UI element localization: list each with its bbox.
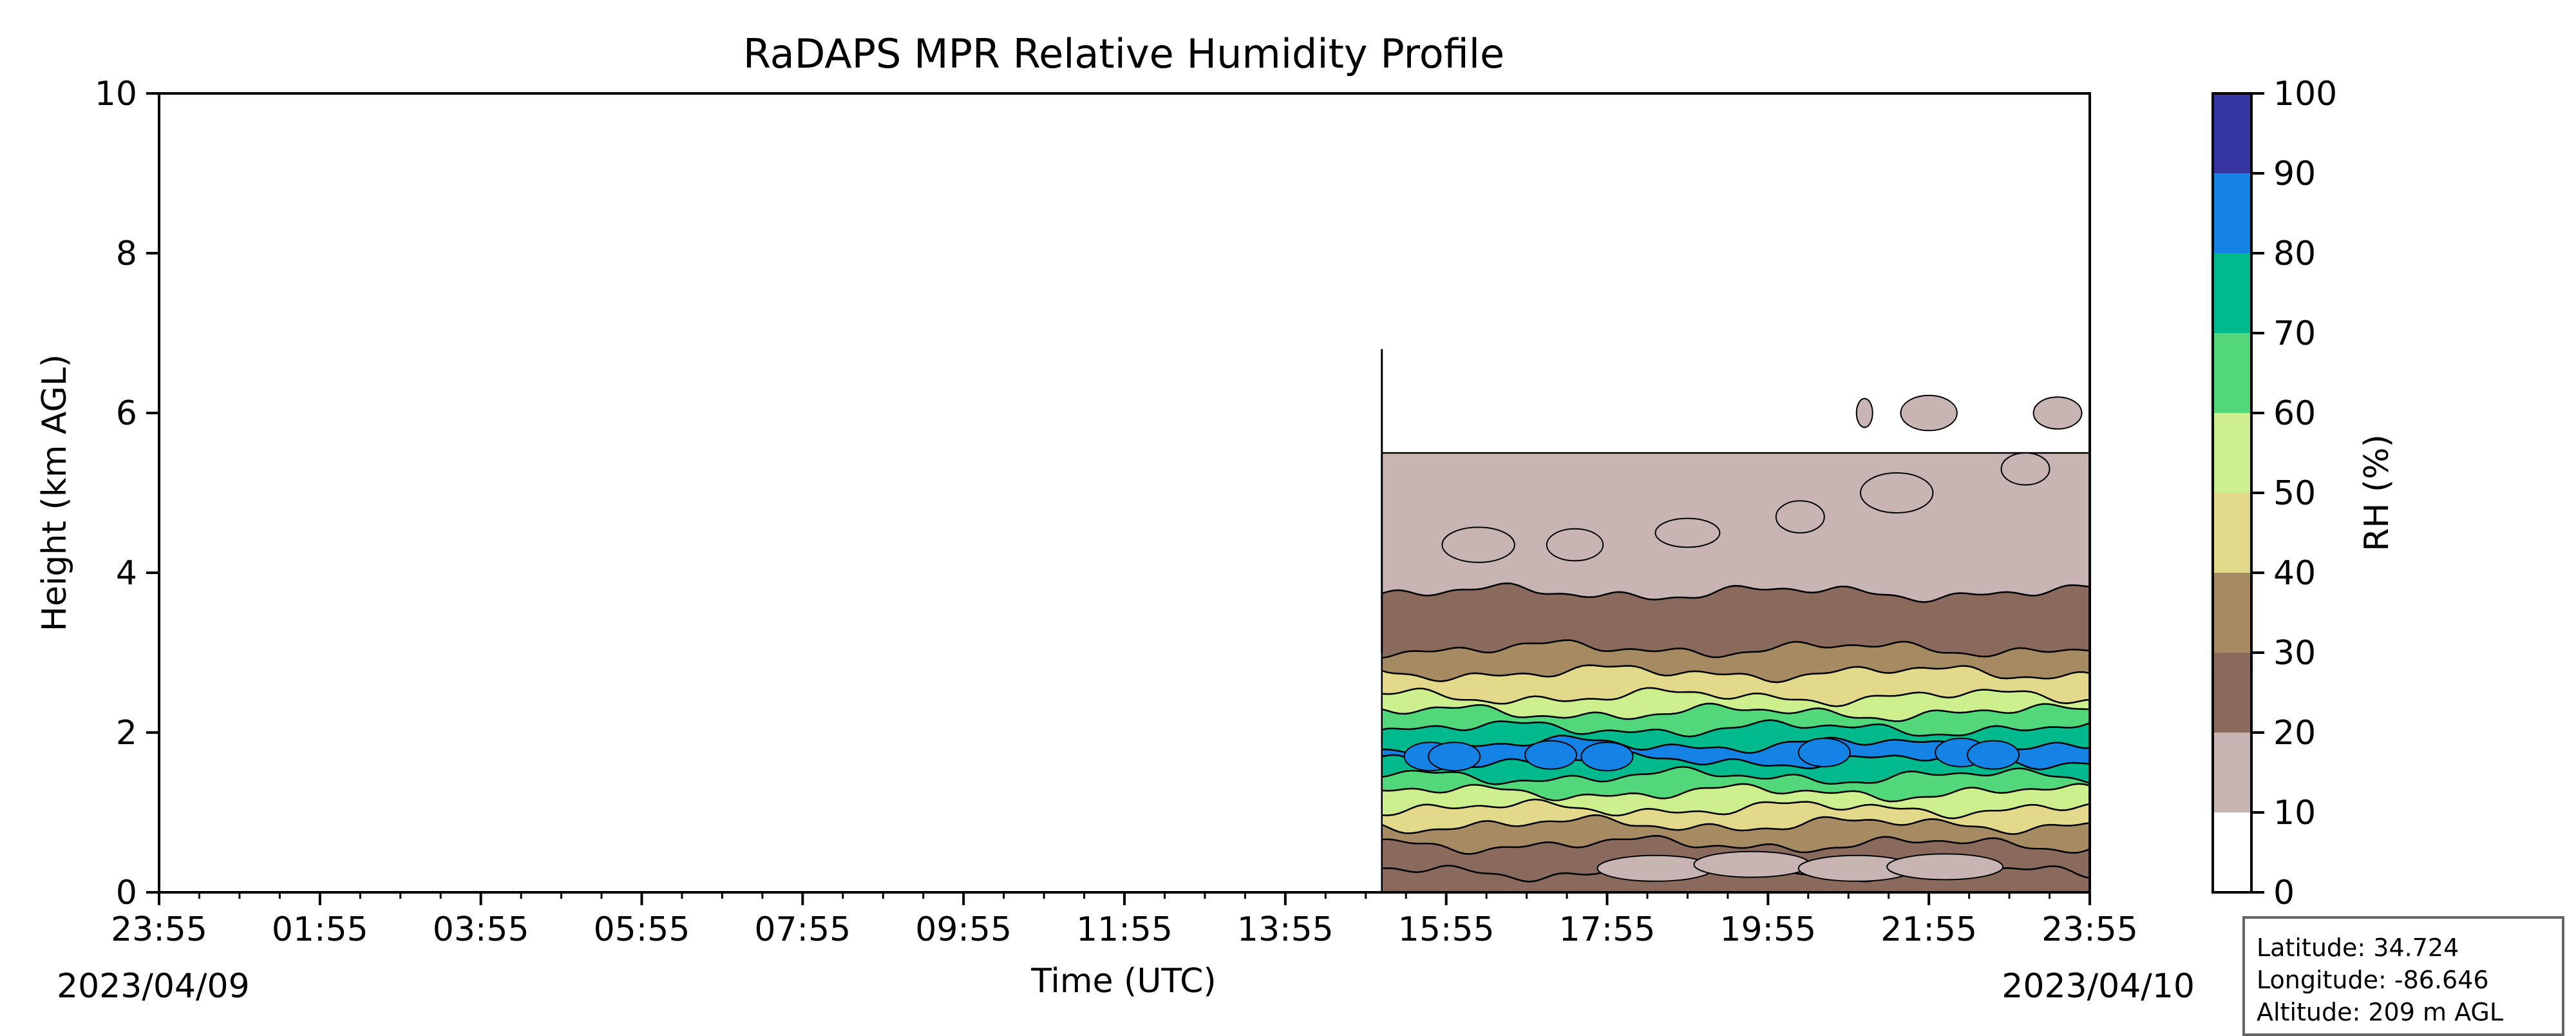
colorbar-tick-label: 90	[2273, 155, 2316, 193]
rh-patch	[1900, 394, 1958, 432]
rh-patch	[2000, 452, 2050, 486]
rh-patch	[1855, 398, 1873, 428]
y-tick-label: 2	[116, 714, 137, 753]
colorbar-swatch	[2213, 253, 2251, 333]
colorbar: 0 10 20 30 40 50 60 70 80 90 100	[2211, 75, 2337, 912]
x-tick-label: 11:55	[1076, 910, 1173, 949]
colorbar-tick-label: 100	[2273, 75, 2337, 113]
y-tick-label: 6	[116, 394, 137, 433]
colorbar-swatch	[2213, 653, 2251, 733]
x-tick-label: 01:55	[272, 910, 368, 949]
x-tick-label: 09:55	[915, 910, 1012, 949]
rh-patch	[1775, 500, 1825, 534]
x-tick-label: 03:55	[433, 910, 529, 949]
y-tick-label: 10	[95, 75, 137, 113]
y-axis-label: Height (km AGL)	[35, 354, 74, 631]
colorbar-tick-label: 70	[2273, 314, 2316, 353]
colorbar-swatch	[2213, 733, 2251, 812]
altitude-text: Altitude: 209 m AGL	[2257, 998, 2504, 1026]
x-tick-label: 07:55	[754, 910, 851, 949]
x-tick-label: 15:55	[1398, 910, 1495, 949]
colorbar-swatch	[2213, 93, 2251, 173]
station-info-box: Latitude: 34.724 Longitude: -86.646 Alti…	[2242, 916, 2564, 1036]
colorbar-swatch	[2213, 573, 2251, 653]
x-tick-label: 05:55	[594, 910, 690, 949]
x-tick-label: 23:55	[2041, 910, 2138, 949]
colorbar-swatch	[2213, 333, 2251, 413]
rh-contour-fill	[1381, 452, 2091, 894]
colorbar-tick-label: 50	[2273, 474, 2316, 513]
chart-title: RaDAPS MPR Relative Humidity Profile	[743, 30, 1504, 77]
rh-high-patch	[1797, 738, 1851, 767]
longitude-text: Longitude: -86.646	[2257, 966, 2489, 994]
colorbar-swatch	[2213, 812, 2251, 892]
latitude-text: Latitude: 34.724	[2257, 934, 2459, 962]
colorbar-swatch	[2213, 413, 2251, 493]
rh-high-patch	[1428, 742, 1481, 772]
x-axis-label: Time (UTC)	[1030, 962, 1216, 1001]
x-tick-label: 13:55	[1237, 910, 1334, 949]
rh-patch	[1859, 472, 1934, 513]
x-tick-label: 19:55	[1719, 910, 1816, 949]
colorbar-tick-label: 40	[2273, 554, 2316, 593]
colorbar-tick-label: 20	[2273, 714, 2316, 753]
rh-patch	[1441, 526, 1515, 563]
rh-patch	[1546, 528, 1604, 562]
colorbar-tick-label: 60	[2273, 394, 2316, 433]
y-tick-label: 8	[116, 235, 137, 273]
colorbar-tick-label: 30	[2273, 634, 2316, 673]
colorbar-label: RH (%)	[2358, 434, 2396, 552]
end-date-label: 2023/04/10	[2002, 967, 2195, 1006]
x-tick-label: 23:55	[111, 910, 207, 949]
x-tick-label: 21:55	[1880, 910, 1977, 949]
colorbar-tick-label: 0	[2273, 874, 2295, 912]
colorbar-swatch	[2213, 493, 2251, 573]
start-date-label: 2023/04/09	[57, 967, 250, 1006]
rh-low-patch	[1693, 850, 1811, 878]
rh-high-patch	[1967, 740, 2020, 770]
rh-high-patch	[1524, 740, 1578, 770]
rh-patch	[1654, 517, 1721, 548]
colorbar-tick-label: 10	[2273, 794, 2316, 832]
y-tick-label: 0	[116, 874, 137, 912]
x-tick-label: 17:55	[1559, 910, 1656, 949]
rh-patch	[2032, 396, 2083, 430]
colorbar-swatch	[2213, 173, 2251, 253]
colorbar-tick-label: 80	[2273, 235, 2316, 273]
rh-contour-patches	[1381, 349, 2083, 882]
rh-high-patch	[1580, 742, 1634, 772]
y-tick-label: 4	[116, 554, 137, 593]
rh-low-patch	[1886, 853, 2004, 881]
